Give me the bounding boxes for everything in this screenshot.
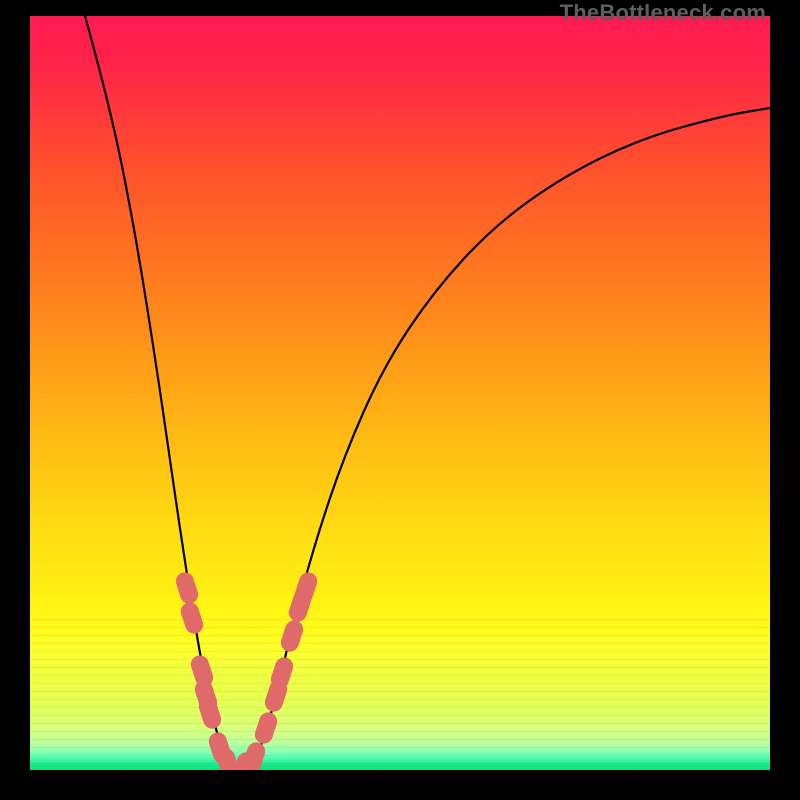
marker-pill	[274, 689, 278, 702]
chart-frame: TheBottleneck.com	[0, 0, 800, 800]
marker-pill	[190, 611, 194, 624]
curve-layer	[30, 16, 770, 770]
marker-pill	[208, 706, 212, 719]
marker-pill	[226, 757, 230, 770]
marker-pill	[200, 664, 204, 677]
marker-pill	[252, 751, 256, 764]
marker-pill	[290, 629, 294, 642]
marker-pill	[280, 666, 284, 679]
v-curve-path	[85, 16, 770, 770]
marker-pill	[264, 721, 268, 734]
marker-group	[185, 581, 308, 770]
plot-area	[30, 16, 770, 770]
watermark-text: TheBottleneck.com	[560, 0, 766, 26]
marker-pill	[185, 581, 189, 594]
marker-pill	[304, 581, 308, 594]
